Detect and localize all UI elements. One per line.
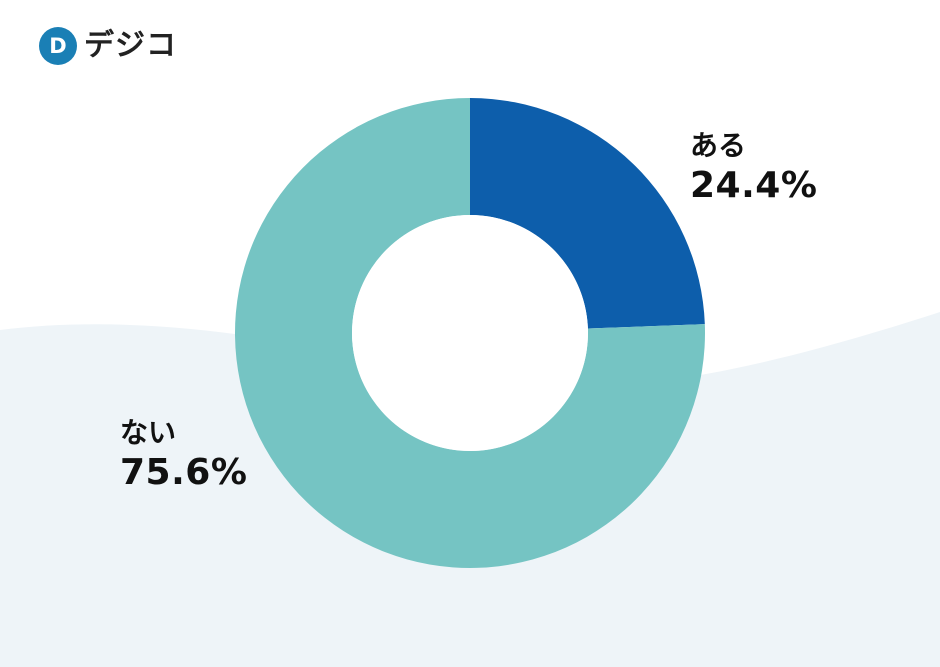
donut-slice-0 — [470, 98, 705, 329]
donut-hole — [352, 215, 588, 451]
logo-text: デジコ — [84, 28, 177, 63]
slice-name: ない — [120, 416, 177, 449]
slice-label-nai: ない 75.6% — [120, 415, 247, 495]
slice-percent: 24.4% — [690, 165, 818, 206]
slice-percent: 75.6% — [120, 452, 248, 493]
brand-logo: D デジコ — [38, 24, 177, 68]
d-circle-icon: D — [39, 27, 77, 65]
donut-slice-1 — [234, 98, 705, 569]
logo-letter: D — [49, 34, 66, 58]
slice-label-aru: ある 24.4% — [690, 128, 817, 208]
slice-name: ある — [690, 129, 747, 162]
